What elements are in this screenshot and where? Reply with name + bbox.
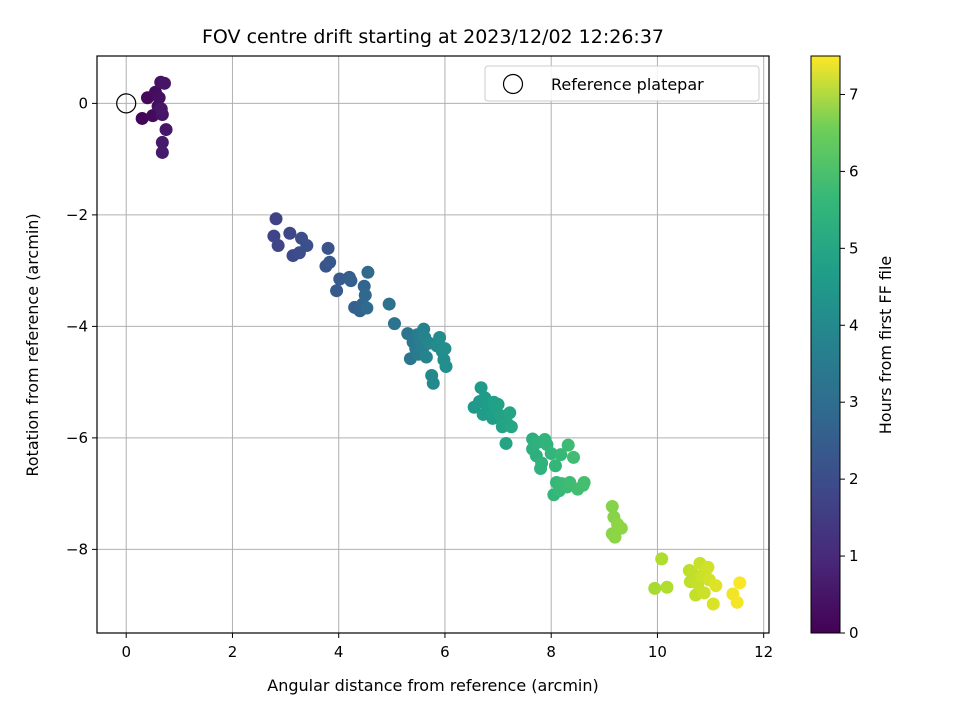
data-point [387,317,401,331]
data-point [283,226,297,240]
plot-frame [96,55,770,634]
colorbar-tick-label: 4 [849,316,859,334]
colorbar-tick-label: 5 [849,239,859,257]
data-point [605,499,619,513]
colorbar-tick-label: 1 [849,547,859,565]
colorbar-tick-label: 0 [849,624,859,642]
data-point [660,580,674,594]
data-point [544,446,558,460]
y-axis-ticks: 0 −2 −4 −6 −8 [66,94,97,558]
x-axis-label: Angular distance from reference (arcmin) [267,676,598,695]
y-axis-label: Rotation from reference (arcmin) [23,213,42,476]
y-tick-label: −6 [66,429,88,447]
colorbar [810,55,841,634]
colorbar-tick-label: 7 [849,85,859,103]
x-tick-label: 2 [228,643,238,661]
y-tick-label: −2 [66,206,88,224]
x-axis-ticks: 0 2 4 6 8 10 12 [121,633,773,661]
data-point [154,102,168,116]
x-tick-label: 10 [648,643,667,661]
data-point [433,331,447,345]
legend: Reference platepar [484,65,760,102]
data-point [439,360,453,374]
legend-box [484,65,760,102]
data-point [157,76,171,90]
data-point [159,123,173,137]
data-point [321,241,335,255]
data-point [360,301,374,315]
data-point [733,576,747,590]
y-tick-label: −8 [66,540,88,558]
data-point [323,255,337,269]
x-tick-label: 4 [334,643,344,661]
data-point [358,288,372,302]
data-point [269,212,283,226]
x-tick-label: 8 [546,643,556,661]
legend-entry-reference: Reference platepar [551,75,704,94]
data-point [426,376,440,390]
colorbar-ticks: 0 1 2 3 4 5 6 7 [840,85,859,642]
data-point [577,475,591,489]
data-point [419,350,433,364]
data-point [271,239,285,253]
data-point [155,145,169,159]
chart-title: FOV centre drift starting at 2023/12/02 … [202,26,664,48]
colorbar-label: Hours from first FF file [876,256,895,435]
colorbar-tick-label: 3 [849,393,859,411]
reference-platepar-marker [116,93,137,114]
data-point [474,381,488,395]
legend-marker [502,73,524,95]
data-point [648,581,662,595]
data-point [697,586,711,600]
colorbar-tick-label: 6 [849,162,859,180]
data-point [491,397,505,411]
data-point [503,406,517,420]
grid [97,56,769,633]
data-points [135,75,747,611]
data-point [300,239,314,253]
data-point [438,342,452,356]
x-tick-label: 6 [440,643,450,661]
data-point [554,448,568,462]
data-point [152,91,166,105]
data-point [561,438,575,452]
data-point [135,111,149,125]
reference-marker-group [116,93,137,114]
data-point [655,552,669,566]
data-point [330,284,344,298]
data-point [344,274,358,288]
data-point [548,459,562,473]
colorbar-tick-label: 2 [849,470,859,488]
data-point [701,560,715,574]
data-point [382,297,396,311]
y-tick-label: −4 [66,317,88,335]
data-point [709,579,723,593]
data-point [155,135,169,149]
x-tick-label: 12 [754,643,773,661]
data-point [361,265,375,279]
data-point [499,436,513,450]
data-point [706,597,720,611]
data-point [730,595,744,609]
data-point [504,420,518,434]
data-point [333,272,347,286]
data-point [535,456,549,470]
y-tick-label: 0 [78,94,88,112]
data-point [567,450,581,464]
x-tick-label: 0 [121,643,131,661]
data-point [614,521,628,535]
